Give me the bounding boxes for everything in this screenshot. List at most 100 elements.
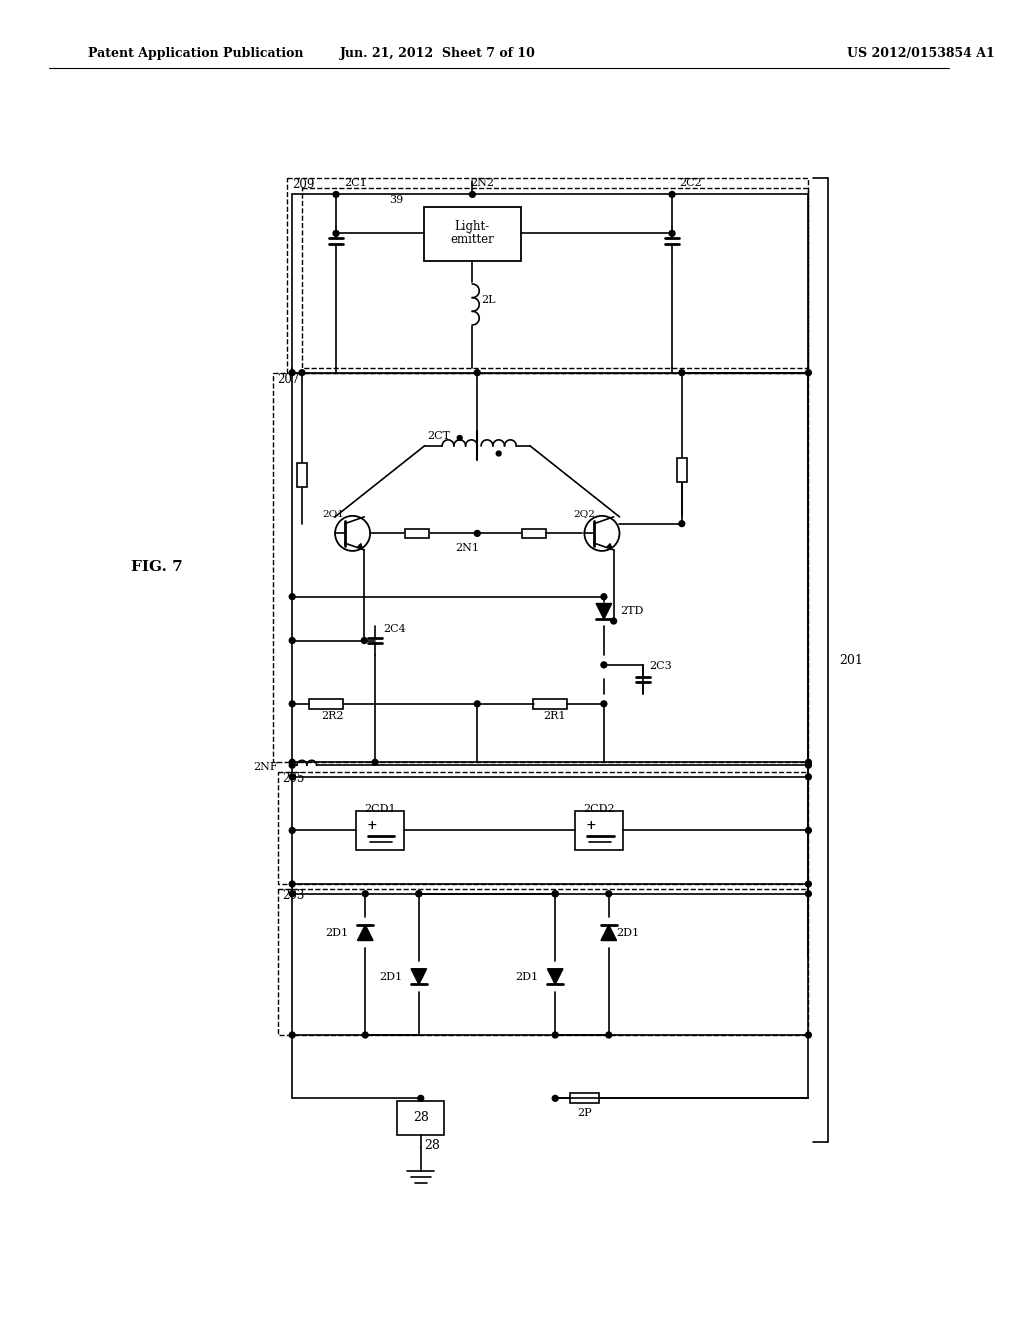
Text: 2N1: 2N1 [456,543,479,553]
Text: 2R1: 2R1 [544,711,566,722]
Text: 207: 207 [278,374,300,385]
Circle shape [290,1032,295,1038]
Text: 209: 209 [292,178,314,191]
Circle shape [474,701,480,706]
Text: US 2012/0153854 A1: US 2012/0153854 A1 [848,46,995,59]
Bar [534,700,567,709]
Bar [404,528,429,539]
Text: 2Q2: 2Q2 [573,510,595,519]
Bar [297,463,307,487]
Circle shape [290,594,295,599]
Circle shape [361,638,368,643]
Text: +: + [367,820,378,832]
Circle shape [290,759,295,766]
Circle shape [601,594,607,599]
Circle shape [290,762,295,768]
Circle shape [806,762,811,768]
Text: Light-: Light- [455,220,489,234]
Text: 28: 28 [413,1111,429,1125]
Text: 2D1: 2D1 [379,972,402,982]
Text: 2P: 2P [578,1107,592,1118]
Bar [521,528,546,539]
Text: +: + [586,820,597,832]
Text: 2CT: 2CT [427,430,450,441]
Circle shape [418,1096,424,1101]
Circle shape [606,891,611,896]
Bar [302,187,808,368]
Text: 2C2: 2C2 [679,178,701,187]
Text: 2CD1: 2CD1 [365,804,395,814]
Bar [677,458,687,482]
Circle shape [362,1032,369,1038]
Circle shape [552,1032,558,1038]
Bar [355,810,404,850]
Circle shape [362,891,369,896]
Circle shape [290,882,295,887]
Text: 2D1: 2D1 [515,972,539,982]
Polygon shape [411,969,427,985]
Circle shape [601,701,607,706]
Text: emitter: emitter [451,232,495,246]
Circle shape [806,759,811,766]
Text: FIG. 7: FIG. 7 [131,561,183,574]
Circle shape [601,661,607,668]
Text: 201: 201 [840,653,863,667]
Text: 2TD: 2TD [621,606,644,616]
Text: 2D1: 2D1 [616,928,640,937]
Text: 2Q1: 2Q1 [323,510,344,519]
Circle shape [552,891,558,896]
Circle shape [469,191,475,198]
Text: 2C1: 2C1 [344,178,367,187]
Circle shape [416,891,422,896]
Circle shape [806,882,811,887]
Circle shape [416,891,422,896]
Circle shape [290,701,295,706]
Bar [278,772,808,884]
Circle shape [372,759,378,766]
Text: 2N2: 2N2 [470,178,495,187]
Circle shape [474,531,480,536]
Text: 2D1: 2D1 [326,928,349,937]
Circle shape [806,828,811,833]
Circle shape [669,231,675,236]
Circle shape [806,774,811,780]
Circle shape [290,638,295,643]
Bar [278,888,808,1035]
Bar [574,810,624,850]
Circle shape [679,370,685,376]
Bar [309,700,343,709]
Bar [424,207,521,260]
Text: Patent Application Publication: Patent Application Publication [88,46,303,59]
Circle shape [333,231,339,236]
Circle shape [610,618,616,624]
Circle shape [290,774,295,780]
Circle shape [290,891,295,896]
Circle shape [806,370,811,376]
Circle shape [290,370,295,376]
Polygon shape [548,969,563,985]
Circle shape [333,191,339,198]
Text: 2R2: 2R2 [322,711,344,722]
Circle shape [290,828,295,833]
Circle shape [497,451,501,455]
Polygon shape [357,925,373,941]
Circle shape [299,370,305,376]
Bar [272,372,808,762]
Text: 39: 39 [389,195,403,206]
Bar [569,1093,599,1104]
Circle shape [606,1032,611,1038]
Circle shape [669,191,675,198]
Polygon shape [596,603,611,619]
Bar [397,1101,444,1135]
Text: 2C4: 2C4 [383,624,406,634]
Circle shape [458,436,462,441]
Text: 205: 205 [283,772,305,785]
Bar [288,178,808,372]
Text: 203: 203 [283,890,305,902]
Circle shape [679,520,685,527]
Circle shape [806,891,811,896]
Polygon shape [601,925,616,941]
Circle shape [552,1096,558,1101]
Text: 2CD2: 2CD2 [584,804,614,814]
Text: 28: 28 [425,1139,440,1151]
